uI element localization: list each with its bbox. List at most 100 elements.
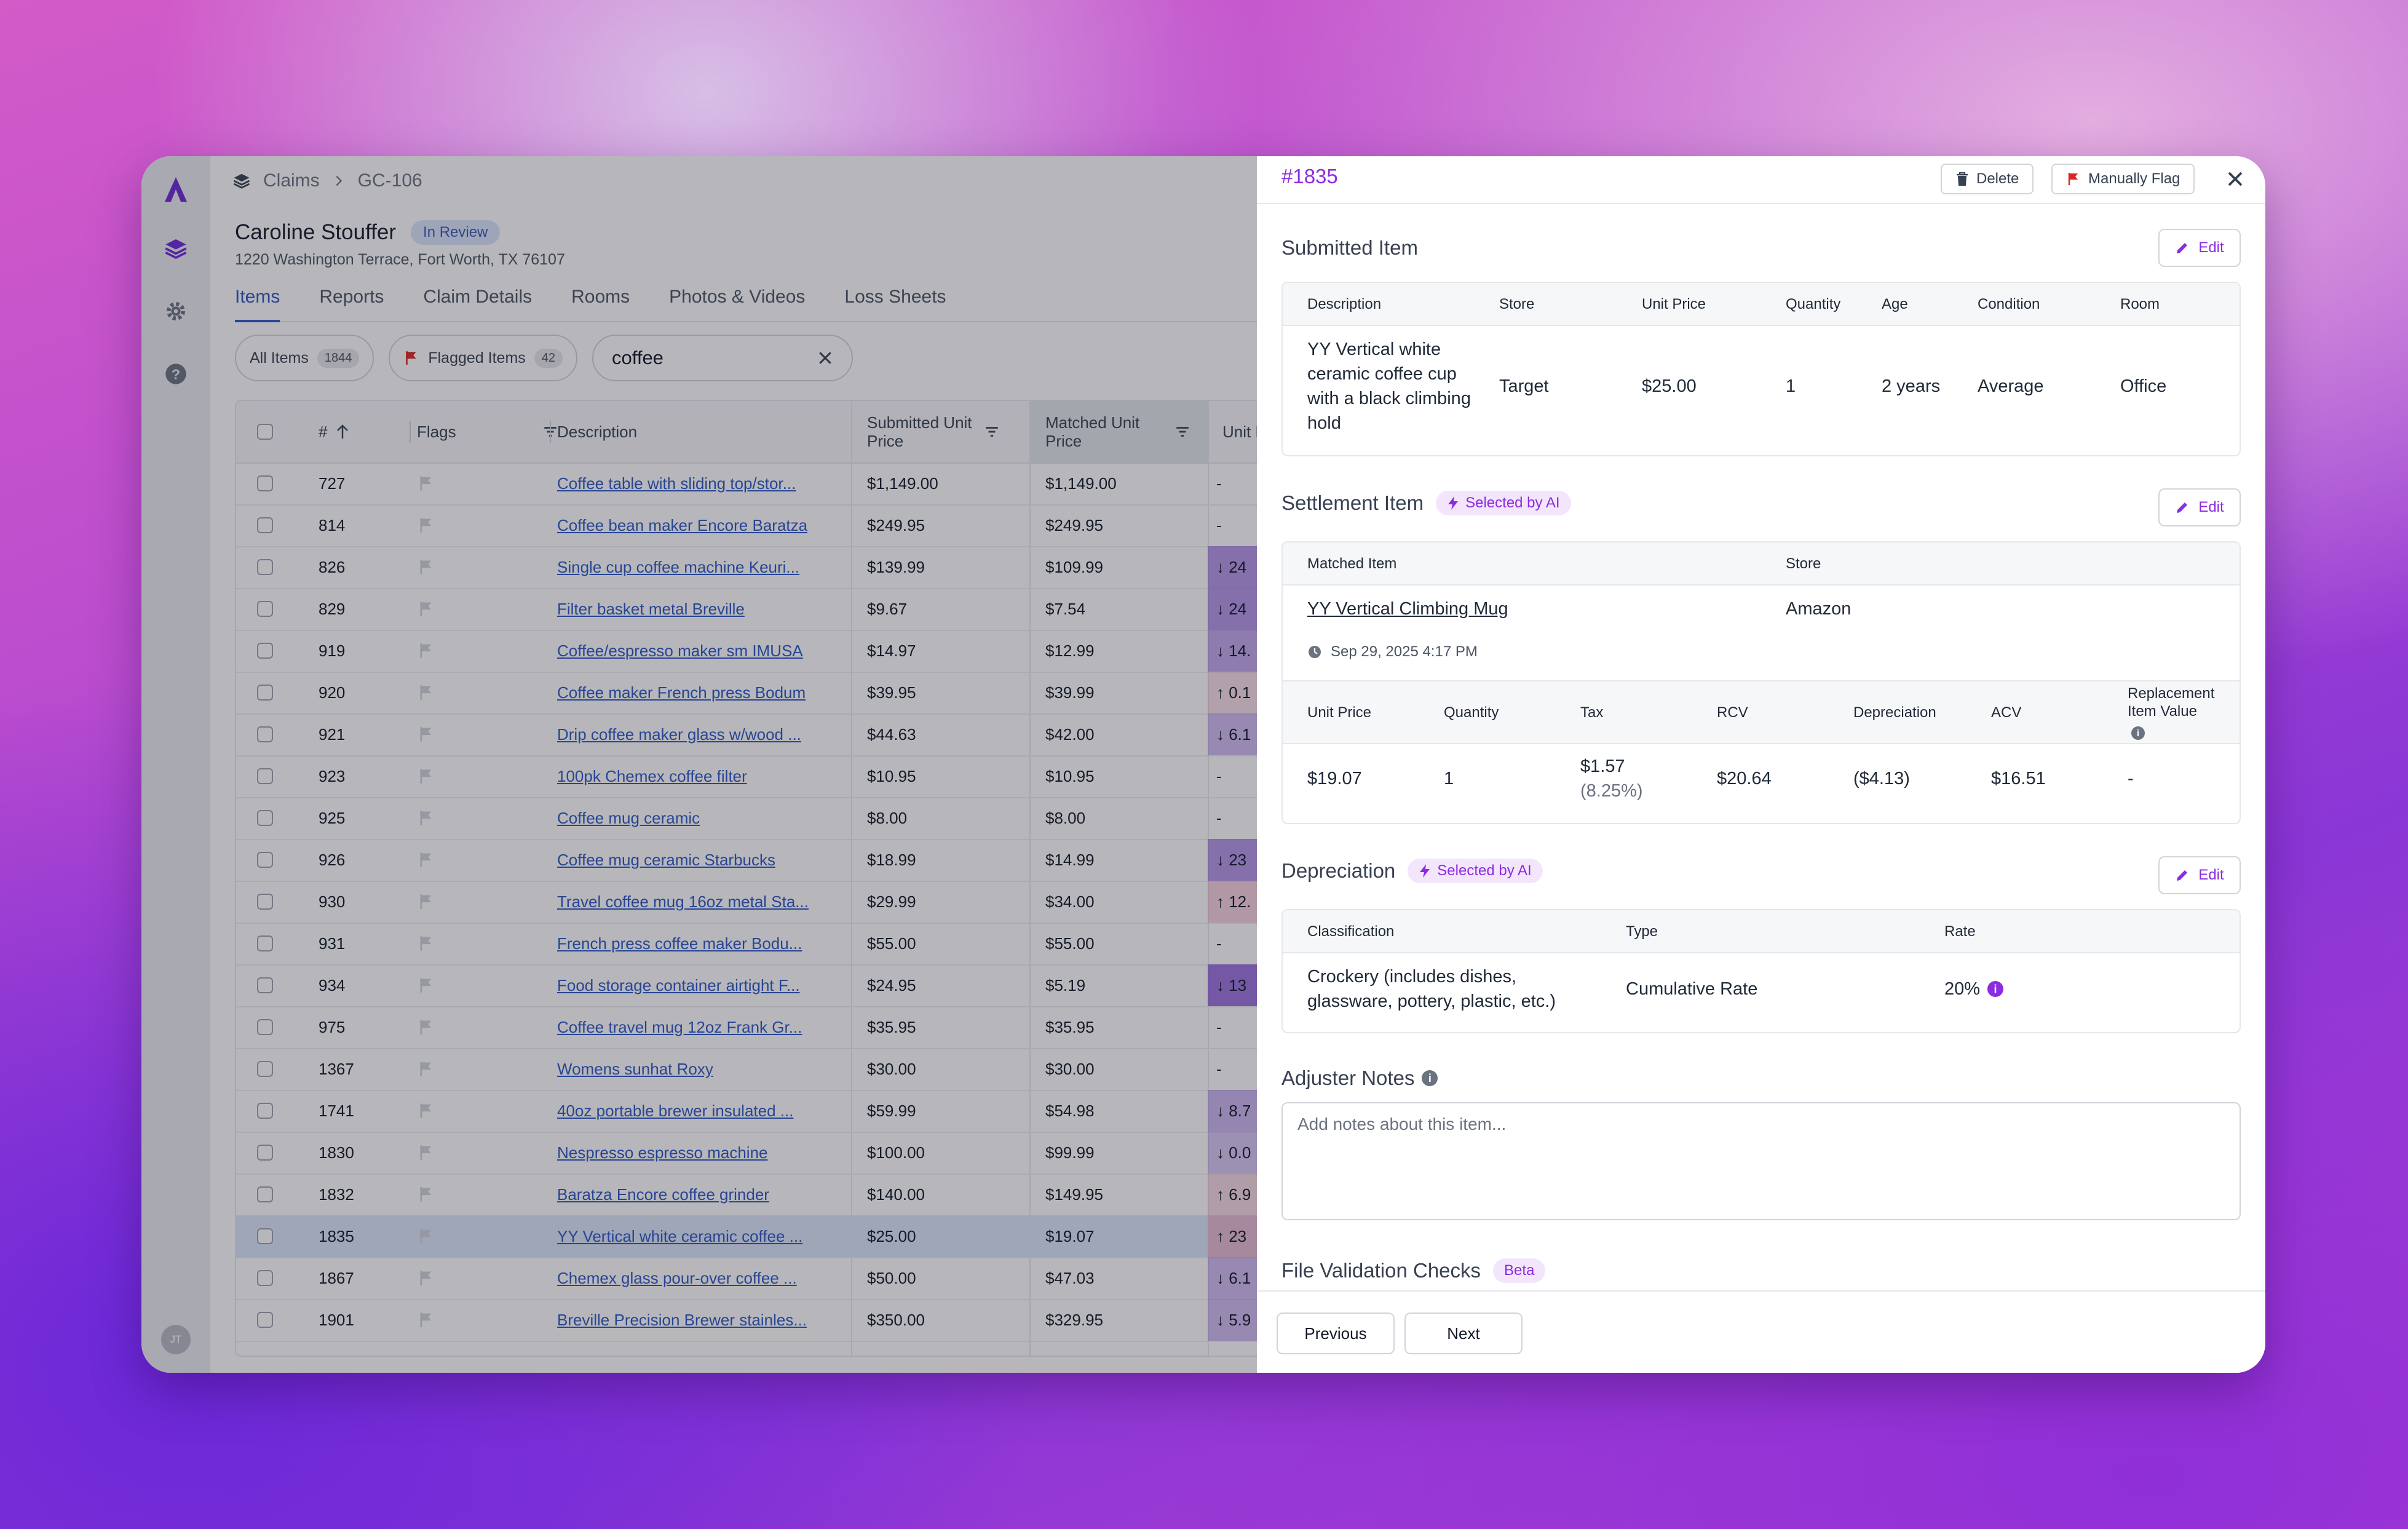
matched-item-link[interactable]: YY Vertical Climbing Mug bbox=[1307, 599, 1508, 619]
item-description-link[interactable]: Coffee mug ceramic bbox=[557, 808, 700, 827]
item-description-link[interactable]: Coffee travel mug 12oz Frank Gr... bbox=[557, 1017, 802, 1036]
col-number-header[interactable]: # bbox=[319, 401, 349, 463]
row-checkbox[interactable] bbox=[257, 546, 273, 588]
delete-button[interactable]: Delete bbox=[1941, 164, 2034, 194]
manually-flag-button[interactable]: Manually Flag bbox=[2051, 164, 2195, 194]
flag-icon[interactable] bbox=[417, 1257, 435, 1299]
breadcrumb-claims-link[interactable]: Claims bbox=[263, 170, 320, 191]
previous-button[interactable]: Previous bbox=[1277, 1313, 1395, 1354]
item-description-link[interactable]: Coffee maker French press Bodum bbox=[557, 683, 806, 702]
tab-reports[interactable]: Reports bbox=[319, 287, 384, 307]
flag-icon[interactable] bbox=[417, 504, 435, 546]
filter-icon[interactable] bbox=[984, 424, 1000, 440]
table-row[interactable]: 814 Coffee bean maker Encore Baratza $249.… bbox=[236, 504, 1343, 547]
row-checkbox[interactable] bbox=[257, 1090, 273, 1132]
item-description-link[interactable]: Chemex glass pour-over coffee ... bbox=[557, 1268, 797, 1287]
row-checkbox[interactable] bbox=[257, 839, 273, 881]
next-button[interactable]: Next bbox=[1404, 1313, 1523, 1354]
item-description-link[interactable]: Coffee/espresso maker sm IMUSA bbox=[557, 641, 803, 660]
table-row[interactable]: 923 100pk Chemex coffee filter $10.95 $10.9… bbox=[236, 755, 1343, 798]
flag-icon[interactable] bbox=[417, 923, 435, 964]
item-description-link[interactable]: Coffee table with sliding top/stor... bbox=[557, 474, 796, 493]
item-description-link[interactable]: Womens sunhat Roxy bbox=[557, 1059, 713, 1078]
table-row[interactable]: 931 French press coffee maker Bodu... $55.… bbox=[236, 923, 1343, 966]
help-icon[interactable]: ? bbox=[161, 359, 191, 389]
col-submitted-header[interactable]: Submitted Unit Price bbox=[867, 401, 1015, 463]
row-checkbox[interactable] bbox=[257, 463, 273, 504]
filter-icon[interactable] bbox=[1174, 424, 1190, 440]
flag-icon[interactable] bbox=[417, 672, 435, 713]
panel-scroll-area[interactable]: Submitted Item Edit Description Store Un… bbox=[1257, 204, 2265, 1324]
layers-icon[interactable] bbox=[161, 234, 191, 263]
row-checkbox[interactable] bbox=[257, 1299, 273, 1341]
tab-photos-videos[interactable]: Photos & Videos bbox=[669, 287, 806, 307]
all-items-filter[interactable]: All Items 1844 bbox=[235, 335, 374, 381]
flag-icon[interactable] bbox=[417, 630, 435, 672]
table-row[interactable]: 727 Coffee table with sliding top/stor...… bbox=[236, 463, 1343, 506]
item-description-link[interactable]: Filter basket metal Breville bbox=[557, 599, 745, 618]
table-row[interactable]: 925 Coffee mug ceramic $8.00 $8.00 - bbox=[236, 797, 1343, 840]
app-logo-icon[interactable] bbox=[159, 172, 193, 207]
info-icon[interactable]: i bbox=[1422, 1070, 1438, 1086]
flag-icon[interactable] bbox=[417, 1299, 435, 1341]
row-checkbox[interactable] bbox=[257, 1132, 273, 1174]
row-checkbox[interactable] bbox=[257, 923, 273, 964]
flag-icon[interactable] bbox=[417, 1090, 435, 1132]
col-flags-header[interactable]: Flags bbox=[410, 401, 558, 463]
row-checkbox[interactable] bbox=[257, 964, 273, 1006]
user-avatar[interactable]: JT bbox=[161, 1325, 191, 1354]
flag-icon[interactable] bbox=[417, 1132, 435, 1174]
flag-icon[interactable] bbox=[417, 881, 435, 923]
flag-icon[interactable] bbox=[417, 588, 435, 630]
item-description-link[interactable]: Coffee bean maker Encore Baratza bbox=[557, 515, 808, 534]
flag-icon[interactable] bbox=[417, 1048, 435, 1090]
col-description-header[interactable]: Description bbox=[550, 401, 828, 463]
flag-icon[interactable] bbox=[417, 964, 435, 1006]
clear-search-icon[interactable] bbox=[817, 350, 833, 366]
flag-icon[interactable] bbox=[417, 755, 435, 797]
flag-icon[interactable] bbox=[417, 546, 435, 588]
table-row[interactable]: 1367 Womens sunhat Roxy $30.00 $30.00 - bbox=[236, 1048, 1343, 1091]
item-description-link[interactable]: Single cup coffee machine Keuri... bbox=[557, 557, 800, 576]
table-row[interactable]: 1835 YY Vertical white ceramic coffee ...… bbox=[236, 1215, 1343, 1258]
tab-loss-sheets[interactable]: Loss Sheets bbox=[844, 287, 946, 307]
tab-rooms[interactable]: Rooms bbox=[571, 287, 630, 307]
info-icon[interactable]: i bbox=[1987, 981, 2004, 997]
flag-icon[interactable] bbox=[417, 1006, 435, 1048]
item-description-link[interactable]: Drip coffee maker glass w/wood ... bbox=[557, 725, 801, 744]
item-description-link[interactable]: Breville Precision Brewer stainles... bbox=[557, 1310, 807, 1329]
row-checkbox[interactable] bbox=[257, 630, 273, 672]
item-description-link[interactable]: YY Vertical white ceramic coffee ... bbox=[557, 1226, 803, 1245]
row-checkbox[interactable] bbox=[257, 588, 273, 630]
tab-claim-details[interactable]: Claim Details bbox=[423, 287, 533, 307]
search-input[interactable]: coffee bbox=[592, 335, 853, 381]
col-matched-header[interactable]: Matched Unit Price bbox=[1029, 401, 1208, 463]
row-checkbox[interactable] bbox=[257, 713, 273, 755]
item-description-link[interactable]: Travel coffee mug 16oz metal Sta... bbox=[557, 892, 809, 911]
row-checkbox[interactable] bbox=[257, 1215, 273, 1257]
flag-icon[interactable] bbox=[417, 839, 435, 881]
item-description-link[interactable]: French press coffee maker Bodu... bbox=[557, 934, 802, 953]
table-row[interactable]: 975 Coffee travel mug 12oz Frank Gr... $35… bbox=[236, 1006, 1343, 1049]
item-description-link[interactable]: Coffee mug ceramic Starbucks bbox=[557, 850, 775, 869]
edit-submitted-button[interactable]: Edit bbox=[2158, 229, 2241, 267]
row-checkbox[interactable] bbox=[257, 672, 273, 713]
item-description-link[interactable]: Food storage container airtight F... bbox=[557, 975, 800, 995]
modal-backdrop[interactable] bbox=[141, 156, 1327, 1373]
gear-icon[interactable] bbox=[161, 296, 191, 326]
info-icon[interactable]: i bbox=[2131, 726, 2145, 740]
row-checkbox[interactable] bbox=[257, 1257, 273, 1299]
item-description-link[interactable]: 40oz portable brewer insulated ... bbox=[557, 1101, 794, 1120]
row-checkbox[interactable] bbox=[257, 1006, 273, 1048]
row-checkbox[interactable] bbox=[257, 755, 273, 797]
row-checkbox[interactable] bbox=[257, 1048, 273, 1090]
row-checkbox[interactable] bbox=[257, 881, 273, 923]
row-checkbox[interactable] bbox=[257, 1174, 273, 1215]
flag-icon[interactable] bbox=[417, 1174, 435, 1215]
row-checkbox[interactable] bbox=[257, 797, 273, 839]
flag-icon[interactable] bbox=[417, 463, 435, 504]
item-description-link[interactable]: Baratza Encore coffee grinder bbox=[557, 1185, 769, 1204]
flag-icon[interactable] bbox=[417, 797, 435, 839]
edit-depreciation-button[interactable]: Edit bbox=[2158, 856, 2241, 894]
edit-settlement-button[interactable]: Edit bbox=[2158, 488, 2241, 526]
